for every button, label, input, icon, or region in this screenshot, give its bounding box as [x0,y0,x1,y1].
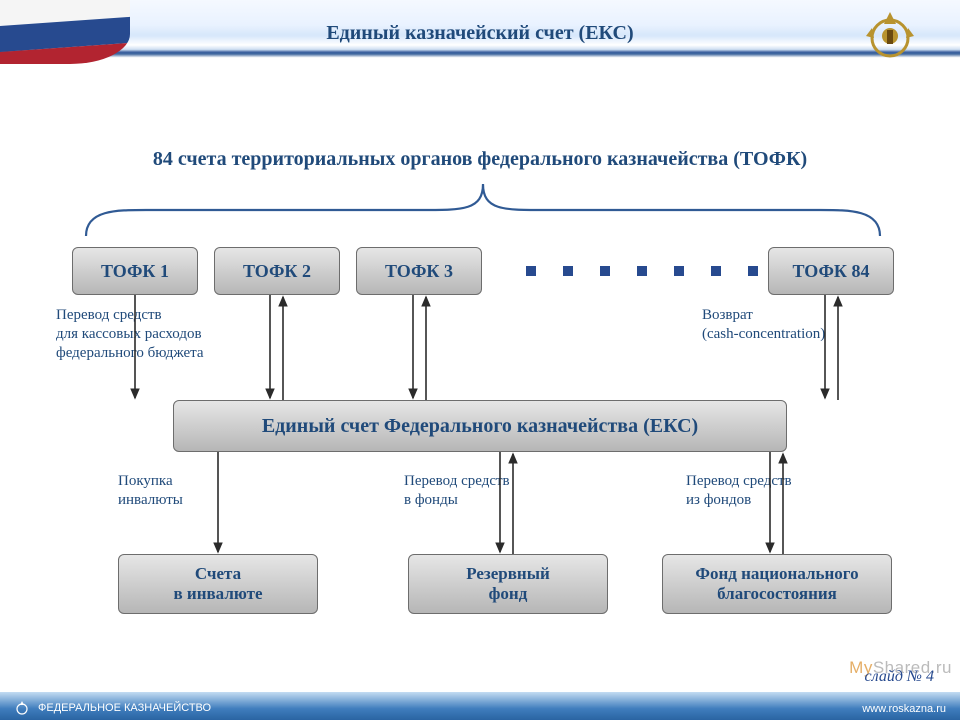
slide: Единый казначейский счет (ЕКС) 84 счета … [0,0,960,720]
tofk-node-3: ТОФК 3 [356,247,482,295]
footer-site: www.roskazna.ru [862,703,946,715]
annot-return-right: Возврат(cash-concentration) [702,306,825,344]
footer-bar: ФЕДЕРАЛЬНОЕ КАЗНАЧЕЙСТВО www.roskazna.ru [0,692,960,720]
slide-number: слайд № 4 [865,668,934,686]
annot-to-funds: Перевод средствв фонды [404,472,510,510]
eks-main-node: Единый счет Федерального казначейства (Е… [173,400,787,452]
annot-transfer-left: Перевод средствдля кассовых расходовфеде… [56,306,204,362]
annot-from-funds: Перевод средствиз фондов [686,472,792,510]
ellipsis-dots [512,247,772,295]
slide-subtitle: 84 счета территориальных органов федерал… [0,148,960,171]
annot-buy-currency: Покупкаинвалюты [118,472,183,510]
top-banner [0,0,960,90]
tofk-node-2: ТОФК 2 [214,247,340,295]
slide-title: Единый казначейский счет (ЕКС) [0,22,960,45]
bottom-node-inval: Счетав инвалюте [118,554,318,614]
tofk-node-1: ТОФК 1 [72,247,198,295]
footer-emblem-icon [14,700,30,716]
bottom-node-reserve: Резервныйфонд [408,554,608,614]
footer-org-label: ФЕДЕРАЛЬНОЕ КАЗНАЧЕЙСТВО [38,702,211,714]
bottom-node-fnb: Фонд национальногоблагосостояния [662,554,892,614]
footer-org: ФЕДЕРАЛЬНОЕ КАЗНАЧЕЙСТВО [14,700,211,716]
tofk-node-4: ТОФК 84 [768,247,894,295]
